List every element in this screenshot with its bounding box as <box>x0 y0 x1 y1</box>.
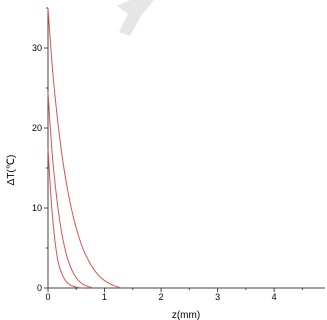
y-tick-label: 30 <box>32 43 42 53</box>
x-tick-label: 2 <box>159 292 164 302</box>
watermark-shape <box>117 0 154 36</box>
x-axis-title: z(mm) <box>172 310 200 320</box>
series-line-2 <box>47 91 94 289</box>
x-tick-label: 3 <box>215 292 220 302</box>
y-tick-label: 20 <box>32 123 42 133</box>
y-tick-label: 10 <box>32 203 42 213</box>
ticks: 0 1 2 3 4 0 10 20 30 <box>32 7 303 302</box>
x-tick-label: 4 <box>272 292 277 302</box>
axes <box>47 8 325 289</box>
y-tick-label: 0 <box>37 283 42 293</box>
series-line-3 <box>47 7 123 289</box>
x-tick-label: 1 <box>102 292 107 302</box>
series-line-1 <box>47 147 82 289</box>
x-tick-label: 0 <box>45 292 50 302</box>
series-lines <box>47 7 123 289</box>
y-axis-title: ΔT(℃) <box>6 155 17 186</box>
